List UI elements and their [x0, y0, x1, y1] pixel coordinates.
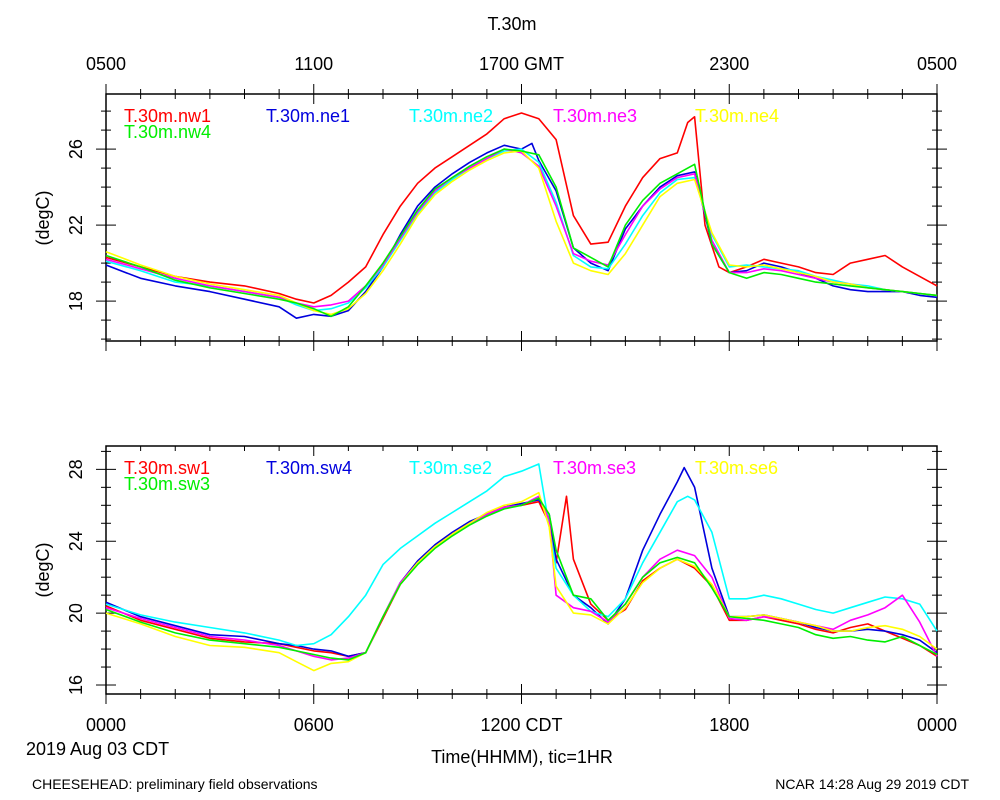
y-tick-label: 16 [66, 675, 86, 695]
series-south [105, 463, 938, 672]
legend-entry: T.30m.se2 [409, 458, 492, 478]
legend-entry: T.30m.se3 [553, 458, 636, 478]
bottom-time-axis: 0000 0600 1200 CDT 1800 0000 [86, 715, 957, 735]
y-axis-label-north: (degC) [33, 190, 53, 245]
series-north [105, 112, 938, 319]
series-line-T-30m-se6 [105, 491, 938, 672]
ticks-north: 18 22 26 [66, 84, 947, 351]
legend-south: T.30m.sw1 T.30m.sw4 T.30m.se2 T.30m.se3 T.30… [124, 458, 778, 494]
y-tick-label: 18 [66, 291, 86, 311]
y-tick-label: 28 [66, 459, 86, 479]
top-axis-label: 0500 [917, 54, 957, 74]
top-axis-label: 1700 GMT [479, 54, 564, 74]
legend-entry: T.30m.sw1 [124, 458, 210, 478]
date-label: 2019 Aug 03 CDT [26, 739, 169, 759]
legend-entry: T.30m.ne3 [553, 106, 637, 126]
plot-frame-north [105, 93, 938, 342]
legend-entry: T.30m.ne2 [409, 106, 493, 126]
legend-entry: T.30m.nw4 [124, 122, 211, 142]
legend-entry: T.30m.ne1 [266, 106, 350, 126]
series-line-T-30m-sw3 [105, 497, 938, 661]
bottom-axis-label: 0600 [294, 715, 334, 735]
y-tick-label: 24 [66, 531, 86, 551]
series-line-T-30m-ne4 [105, 150, 938, 316]
series-line-T-30m-sw1 [105, 495, 938, 658]
top-axis-label: 1100 [294, 54, 333, 74]
y-tick-label: 22 [66, 215, 86, 235]
ticks-south: 16 20 24 28 [66, 446, 947, 704]
top-axis-label: 2300 [709, 54, 749, 74]
y-tick-label: 26 [66, 139, 86, 159]
bottom-axis-label: 0000 [917, 715, 957, 735]
top-time-axis: 0500 1100 1700 GMT 2300 0500 [86, 54, 957, 74]
series-line-T-30m-ne3 [105, 148, 938, 308]
bottom-axis-label: 1800 [709, 715, 749, 735]
legend-entry: T.30m.nw1 [124, 106, 211, 126]
bottom-axis-label: 1200 CDT [480, 715, 562, 735]
y-tick-label: 20 [66, 603, 86, 623]
series-line-T-30m-nw1 [105, 112, 938, 304]
legend-entry: T.30m.se6 [695, 458, 778, 478]
legend-entry: T.30m.ne4 [695, 106, 779, 126]
top-axis-label: 0500 [86, 54, 126, 74]
plot-frame-south [105, 445, 938, 695]
series-line-T-30m-se2 [105, 463, 938, 647]
x-axis-label: Time(HHMM), tic=1HR [431, 747, 613, 767]
legend-north: T.30m.nw1 T.30m.ne1 T.30m.ne2 T.30m.ne3 T.30… [124, 106, 779, 142]
legend-entry: T.30m.sw3 [124, 474, 210, 494]
series-line-T-30m-ne2 [105, 148, 938, 312]
chart-title: T.30m [487, 14, 536, 34]
footer-right: NCAR 14:28 Aug 29 2019 CDT [775, 776, 969, 792]
series-line-T-30m-sw4 [105, 466, 938, 658]
footer-left: CHEESEHEAD: preliminary field observatio… [32, 776, 318, 792]
legend-entry: T.30m.sw4 [266, 458, 352, 478]
bottom-axis-label: 0000 [86, 715, 126, 735]
series-line-T-30m-nw4 [105, 148, 938, 318]
y-axis-label-south: (degC) [33, 542, 53, 597]
